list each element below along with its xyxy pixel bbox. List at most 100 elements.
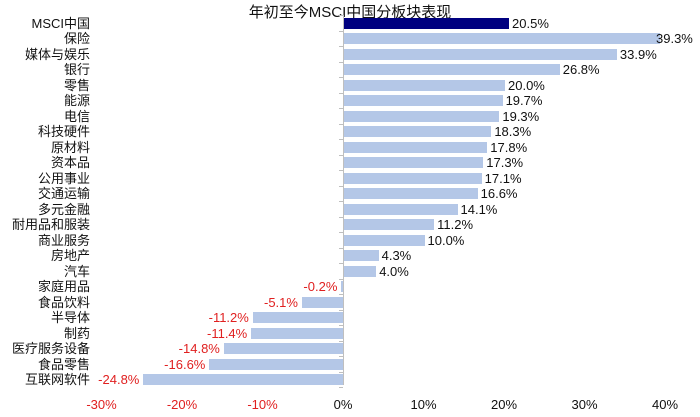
x-axis-tick-label: 0% bbox=[334, 397, 353, 412]
bar bbox=[344, 204, 458, 215]
value-label: 18.3% bbox=[494, 124, 531, 139]
bar bbox=[341, 281, 343, 292]
value-label: 19.3% bbox=[502, 109, 539, 124]
bar-chart: 年初至今MSCI中国分板块表现 MSCI中国20.5%保险39.3%媒体与娱乐3… bbox=[0, 0, 700, 417]
value-label: -11.2% bbox=[209, 310, 249, 325]
bar bbox=[302, 297, 343, 308]
bar bbox=[344, 266, 376, 277]
category-label: 公用事业 bbox=[38, 171, 90, 186]
category-label: 多元金融 bbox=[38, 202, 90, 217]
bar bbox=[253, 312, 343, 323]
y-axis-tick bbox=[339, 62, 343, 63]
bar bbox=[344, 250, 379, 261]
category-label: 商业服务 bbox=[38, 233, 90, 248]
value-label: 17.3% bbox=[486, 155, 523, 170]
bar bbox=[344, 157, 483, 168]
x-axis-tick-label: 10% bbox=[410, 397, 436, 412]
category-label: 汽车 bbox=[64, 264, 90, 279]
y-axis-tick bbox=[339, 356, 343, 357]
y-axis-tick bbox=[339, 46, 343, 47]
category-label: 食品饮料 bbox=[38, 295, 90, 310]
value-label: -0.2% bbox=[303, 279, 337, 294]
category-label: 媒体与娱乐 bbox=[25, 47, 90, 62]
bar bbox=[344, 49, 617, 60]
y-axis-tick bbox=[339, 170, 343, 171]
category-label: 能源 bbox=[64, 93, 90, 108]
bar bbox=[344, 33, 660, 44]
value-label: 33.9% bbox=[620, 47, 657, 62]
y-axis-tick bbox=[339, 186, 343, 187]
y-axis-tick bbox=[339, 294, 343, 295]
value-label: 14.1% bbox=[461, 202, 498, 217]
category-label: 银行 bbox=[64, 62, 90, 77]
bar bbox=[344, 95, 503, 106]
y-axis-tick bbox=[339, 325, 343, 326]
category-label: 食品零售 bbox=[38, 357, 90, 372]
value-label: 19.7% bbox=[506, 93, 543, 108]
category-label: 制药 bbox=[64, 326, 90, 341]
x-axis-tick-label: 40% bbox=[652, 397, 678, 412]
bar bbox=[209, 359, 343, 370]
value-label: -11.4% bbox=[207, 326, 247, 341]
y-axis-tick bbox=[339, 217, 343, 218]
x-axis-tick-label: -10% bbox=[247, 397, 277, 412]
x-axis-tick-label: -30% bbox=[86, 397, 116, 412]
bar bbox=[251, 328, 343, 339]
value-label: 17.1% bbox=[485, 171, 522, 186]
y-axis-tick bbox=[339, 341, 343, 342]
bar bbox=[344, 111, 499, 122]
bar bbox=[344, 173, 482, 184]
category-label: 原材料 bbox=[51, 140, 90, 155]
x-axis-tick-label: -20% bbox=[167, 397, 197, 412]
value-label: 17.8% bbox=[490, 140, 527, 155]
bar bbox=[344, 188, 478, 199]
category-label: 电信 bbox=[64, 109, 90, 124]
category-label: 保险 bbox=[64, 31, 90, 46]
y-axis-tick bbox=[339, 93, 343, 94]
x-axis-tick-label: 30% bbox=[571, 397, 597, 412]
bar bbox=[344, 142, 487, 153]
value-label: 11.2% bbox=[437, 217, 473, 232]
value-label: 26.8% bbox=[563, 62, 600, 77]
value-label: 39.3% bbox=[656, 31, 693, 46]
bar bbox=[344, 80, 505, 91]
category-label: 科技硬件 bbox=[38, 124, 90, 139]
value-label: -5.1% bbox=[264, 295, 298, 310]
y-axis-tick bbox=[339, 201, 343, 202]
y-axis-tick bbox=[339, 232, 343, 233]
category-label: 资本品 bbox=[51, 155, 90, 170]
category-label: 半导体 bbox=[51, 310, 90, 325]
y-axis-tick bbox=[339, 124, 343, 125]
y-axis-tick bbox=[339, 139, 343, 140]
y-axis-tick bbox=[339, 279, 343, 280]
value-label: -14.8% bbox=[179, 341, 220, 356]
value-label: 20.5% bbox=[512, 16, 549, 31]
bar bbox=[344, 235, 425, 246]
category-label: 房地产 bbox=[51, 248, 90, 263]
y-axis-tick bbox=[339, 263, 343, 264]
y-axis-tick bbox=[339, 248, 343, 249]
value-label: 4.0% bbox=[379, 264, 409, 279]
value-label: 20.0% bbox=[508, 78, 545, 93]
y-axis-tick bbox=[339, 310, 343, 311]
category-label: 零售 bbox=[64, 78, 90, 93]
bar bbox=[224, 343, 343, 354]
category-label: 家庭用品 bbox=[38, 279, 90, 294]
value-label: -16.6% bbox=[164, 357, 205, 372]
y-axis-tick bbox=[339, 372, 343, 373]
category-label: 医疗服务设备 bbox=[12, 341, 90, 356]
bar bbox=[344, 126, 491, 137]
bar bbox=[143, 374, 343, 385]
value-label: -24.8% bbox=[98, 372, 139, 387]
y-axis-tick bbox=[339, 108, 343, 109]
x-axis-tick-label: 20% bbox=[491, 397, 517, 412]
y-axis-tick bbox=[339, 387, 343, 388]
bar bbox=[344, 18, 509, 29]
value-label: 4.3% bbox=[382, 248, 412, 263]
bar bbox=[344, 64, 560, 75]
category-label: MSCI中国 bbox=[31, 16, 90, 31]
y-axis-tick bbox=[339, 155, 343, 156]
value-label: 16.6% bbox=[481, 186, 518, 201]
category-label: 互联网软件 bbox=[25, 372, 90, 387]
y-axis-tick bbox=[339, 31, 343, 32]
